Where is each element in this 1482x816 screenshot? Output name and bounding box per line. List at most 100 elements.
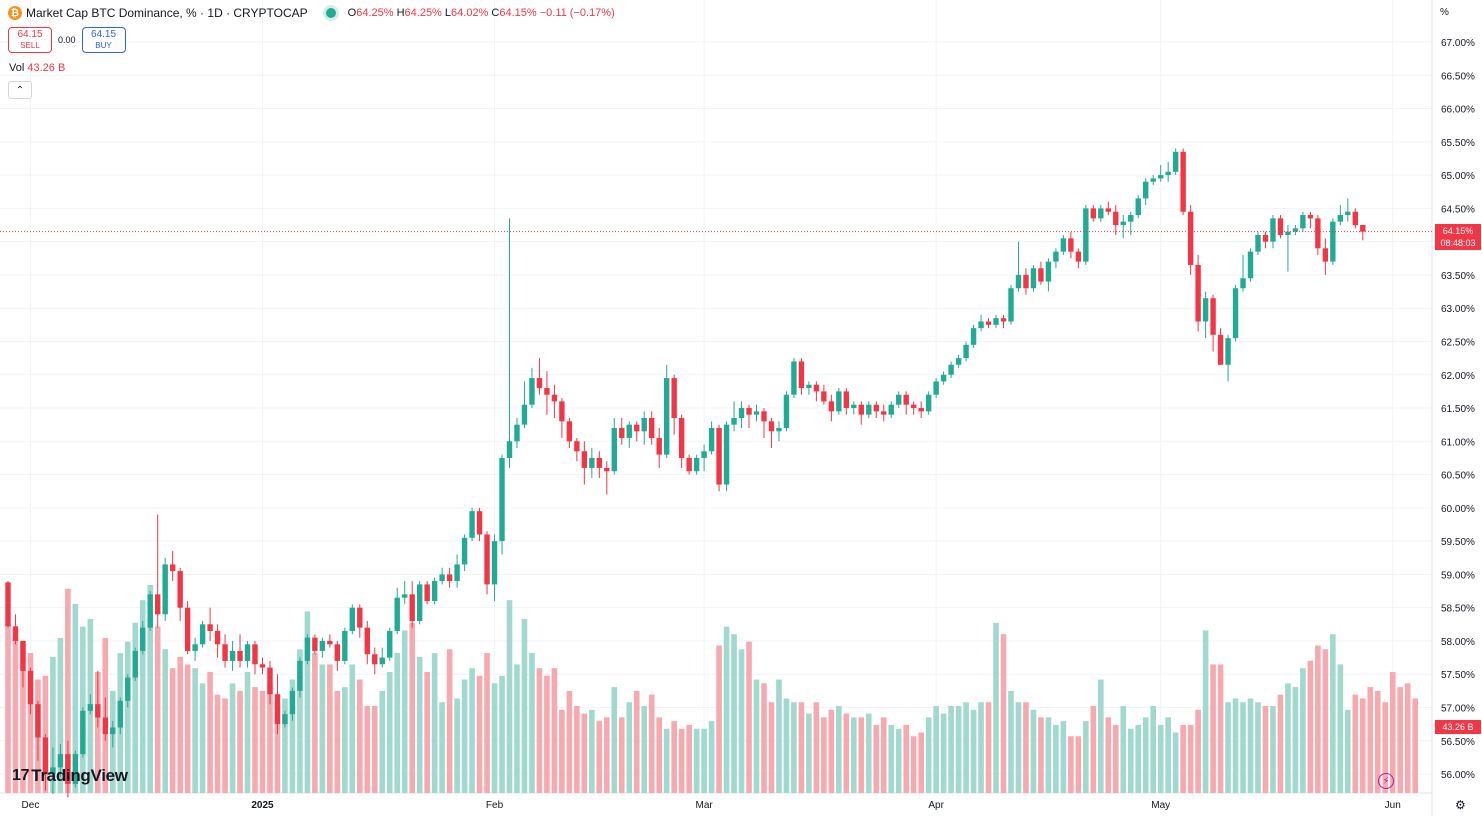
lightning-icon[interactable]: ⚡ <box>1378 773 1394 789</box>
x-tick-label: May <box>1151 800 1170 811</box>
y-tick-label: 65.00% <box>1441 171 1475 182</box>
candle-body <box>125 677 131 701</box>
volume-bar <box>925 717 932 793</box>
candle-body <box>731 418 737 425</box>
volume-bar <box>716 645 722 793</box>
volume-bar <box>416 656 423 793</box>
candle-body <box>776 427 782 432</box>
y-tick-label: 60.50% <box>1441 471 1475 482</box>
candle-body <box>1360 225 1366 232</box>
volume-bar <box>858 717 865 793</box>
volume-bar <box>319 664 326 793</box>
volume-bar <box>386 671 393 793</box>
candle-body <box>1307 215 1314 219</box>
volume-bar <box>701 728 707 793</box>
candle-body <box>596 457 603 468</box>
volume-bar <box>903 724 909 793</box>
price-axis[interactable]: 56.00% 56.50% 57.00% 57.50% 58.00% 58.50% 59.0… <box>1441 38 1475 781</box>
volume-bar <box>821 717 827 793</box>
y-tick-label: 63.50% <box>1441 271 1475 282</box>
y-tick-label: 56.00% <box>1441 770 1475 781</box>
candle-body <box>1262 234 1269 242</box>
gear-icon[interactable]: ⚙ <box>1455 798 1466 812</box>
candle-body <box>978 321 984 329</box>
buy-button[interactable]: 64.15 BUY <box>81 27 126 53</box>
candle-body <box>1008 288 1014 322</box>
y-tick-label: 63.00% <box>1441 304 1475 315</box>
volume-bar <box>544 675 550 793</box>
candle-body <box>686 457 692 472</box>
candle-body <box>416 584 423 621</box>
candle-body <box>110 727 116 735</box>
volume-bar <box>865 713 872 793</box>
volume-bar <box>1038 717 1044 793</box>
tradingview-logo[interactable]: 17 TradingView <box>12 766 128 785</box>
volume-bar <box>364 706 371 793</box>
axis-unit-label[interactable]: % <box>1440 7 1449 18</box>
volume-bar <box>1075 736 1082 793</box>
collapse-legend-button[interactable]: ⌃ <box>8 81 32 99</box>
candle-body <box>1045 261 1052 282</box>
market-status-dot[interactable] <box>325 8 336 18</box>
volume-bar <box>1315 645 1321 793</box>
volume-bar <box>978 702 984 793</box>
candle-body <box>881 411 887 415</box>
candle-body <box>282 714 288 725</box>
candle-body <box>783 394 790 428</box>
volume-bar <box>454 698 460 793</box>
candle-body <box>821 391 827 402</box>
candle-body <box>237 650 243 661</box>
volume-bar <box>589 709 595 793</box>
volume-bar <box>1337 664 1344 793</box>
y-tick-label: 65.50% <box>1441 138 1475 149</box>
volume-bar <box>1352 694 1359 793</box>
sell-button[interactable]: 64.15 SELL <box>8 27 52 53</box>
candle-body <box>1053 251 1059 262</box>
volume-bar <box>1127 728 1134 793</box>
volume-bar <box>1157 724 1164 793</box>
volume-bar <box>1112 724 1119 793</box>
volume-bar <box>1300 668 1306 793</box>
candle-body <box>918 408 924 412</box>
volume-bar <box>327 664 333 793</box>
candle-body <box>35 704 41 738</box>
volume-bar <box>948 706 954 793</box>
candle-body <box>12 626 19 641</box>
candle-body <box>701 451 707 458</box>
candle-body <box>1292 228 1299 232</box>
candle-body <box>1030 268 1037 289</box>
volume-bar <box>192 668 198 793</box>
volume-bar <box>1135 724 1142 793</box>
volume-bar <box>768 702 775 793</box>
candle-body <box>738 408 745 419</box>
candle-body <box>1225 338 1231 365</box>
candle-body <box>364 627 370 655</box>
candle-body <box>506 441 513 458</box>
time-axis[interactable]: Dec 2025 Feb Mar Apr May Jun <box>22 800 1401 811</box>
candle-body <box>140 627 146 651</box>
volume-bar <box>529 653 535 793</box>
volume-bar <box>1217 664 1224 793</box>
volume-bar <box>1404 683 1411 793</box>
candle-body <box>933 381 939 395</box>
volume-bar <box>506 600 513 793</box>
candle-body <box>454 564 460 582</box>
symbol-title[interactable]: Market Cap BTC Dominance, % · 1D · CRYPT… <box>26 6 308 20</box>
volume-bar <box>1367 687 1374 793</box>
y-tick-label: 59.50% <box>1441 537 1475 548</box>
volume-bar <box>72 603 79 793</box>
y-tick-label: 62.00% <box>1441 371 1475 382</box>
candle-body <box>424 584 430 602</box>
volume-bar <box>409 622 415 793</box>
candle-body <box>1180 151 1186 212</box>
candle-body <box>1300 215 1306 229</box>
candle-body <box>1150 178 1156 182</box>
volume-legend: Vol 43.26 B <box>9 62 66 74</box>
volume-bar <box>738 649 745 793</box>
volume-bar <box>379 690 386 793</box>
volume-bar <box>753 679 760 793</box>
candle-body <box>1090 208 1097 219</box>
volume-bar <box>873 724 880 793</box>
volume-bar <box>731 634 737 793</box>
